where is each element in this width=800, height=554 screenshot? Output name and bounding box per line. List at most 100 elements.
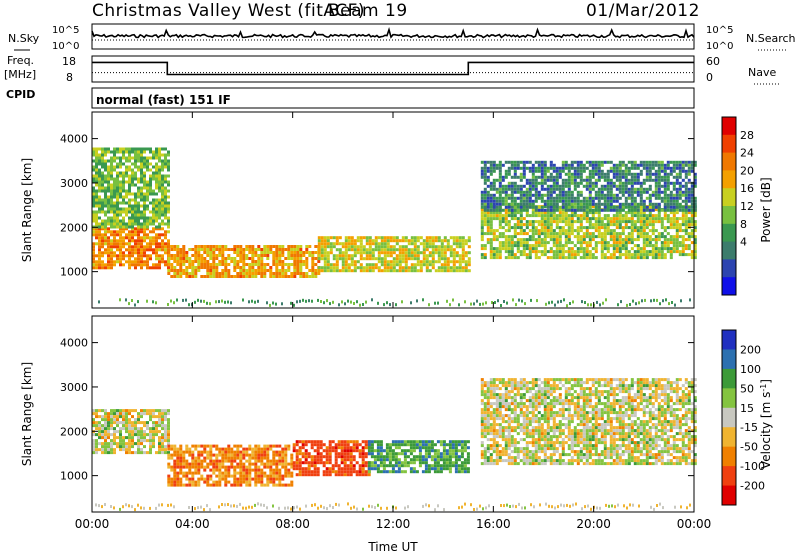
velocity-echo-cell xyxy=(125,415,128,419)
power-echo-cell xyxy=(594,202,598,206)
power-echo-cell xyxy=(558,217,562,221)
power-echo-cell xyxy=(497,299,499,303)
power-echo-cell xyxy=(522,175,526,179)
power-echo-cell xyxy=(299,248,303,251)
power-echo-cell xyxy=(519,178,523,182)
velocity-echo-cell xyxy=(191,471,195,475)
power-echo-cell xyxy=(498,172,502,176)
power-echo-cell xyxy=(606,244,610,248)
power-echo-cell xyxy=(573,169,577,173)
power-echo-cell xyxy=(224,248,228,251)
velocity-echo-cell xyxy=(248,471,252,475)
power-echo-cell xyxy=(525,166,529,170)
velocity-echo-cell xyxy=(355,443,359,447)
power-echo-cell xyxy=(624,205,628,209)
power-echo-cell xyxy=(513,223,517,227)
power-echo-cell xyxy=(434,239,438,243)
power-echo-cell xyxy=(128,156,131,160)
power-echo-cell xyxy=(639,199,643,203)
velocity-echo-cell xyxy=(92,418,95,422)
power-echo-cell xyxy=(501,184,505,188)
velocity-echo-cell xyxy=(119,430,122,434)
power-echo-cell xyxy=(588,211,592,215)
power-echo-cell xyxy=(389,236,393,240)
power-echo-cell xyxy=(567,232,571,236)
power-echo-cell xyxy=(125,159,128,163)
power-echo-cell xyxy=(543,229,547,233)
power-echo-cell xyxy=(596,300,598,304)
power-echo-cell xyxy=(440,239,444,243)
velocity-echo-cell xyxy=(158,415,161,419)
power-echo-cell xyxy=(458,269,462,273)
power-echo-cell xyxy=(585,208,589,212)
velocity-echo-cell xyxy=(215,462,219,466)
power-echo-cell xyxy=(155,201,158,205)
velocity-echo-cell xyxy=(313,458,317,462)
power-echo-cell xyxy=(567,241,571,245)
velocity-echo-cell xyxy=(242,471,246,475)
power-echo-cell xyxy=(167,260,171,263)
power-echo-cell xyxy=(513,208,517,212)
power-echo-cell xyxy=(125,233,128,237)
power-echo-cell xyxy=(528,178,532,182)
power-echo-cell xyxy=(104,239,107,243)
velocity-echo-cell xyxy=(239,480,243,484)
velocity-echo-cell xyxy=(316,458,320,462)
velocity-echo-cell xyxy=(275,471,279,475)
velocity-echo-cell xyxy=(239,465,243,469)
power-echo-cell xyxy=(678,202,682,206)
velocity-echo-cell xyxy=(257,459,261,463)
power-echo-cell xyxy=(621,226,625,230)
power-echo-cell xyxy=(492,256,496,260)
power-echo-cell xyxy=(501,178,505,182)
power-echo-cell xyxy=(618,241,622,245)
power-echo-cell xyxy=(365,254,369,258)
power-echo-cell xyxy=(618,172,622,176)
power-echo-cell xyxy=(555,238,559,242)
power-echo-cell xyxy=(281,275,285,278)
power-echo-cell xyxy=(281,245,285,248)
power-echo-cell xyxy=(320,248,324,252)
velocity-echo-cell xyxy=(328,440,332,444)
power-echo-cell xyxy=(107,260,110,264)
power-echo-cell xyxy=(543,214,547,218)
power-echo-cell xyxy=(687,217,691,221)
power-echo-cell xyxy=(549,235,553,239)
velocity-echo-cell xyxy=(304,443,308,447)
power-echo-cell xyxy=(660,175,664,179)
velocity-echo-cell xyxy=(206,456,210,460)
power-echo-cell xyxy=(681,178,685,182)
power-echo-cell xyxy=(116,230,119,234)
power-echo-cell xyxy=(374,257,378,261)
power-echo-cell xyxy=(504,193,508,197)
velocity-echo-cell xyxy=(269,462,273,466)
power-echo-cell xyxy=(492,160,496,164)
power-echo-cell xyxy=(642,232,646,236)
power-echo-cell xyxy=(104,174,107,178)
velocity-echo-cell xyxy=(164,427,167,431)
velocity-echo-cell xyxy=(295,464,299,468)
power-echo-cell xyxy=(609,232,613,236)
power-echo-cell xyxy=(140,245,143,249)
power-echo-cell xyxy=(561,229,565,233)
power-echo-cell xyxy=(413,269,417,273)
power-echo-cell xyxy=(179,251,183,254)
power-echo-cell xyxy=(452,263,456,267)
velocity-echo-cell xyxy=(128,433,131,437)
power-echo-cell xyxy=(645,238,649,242)
nsearch-tick-high: 10^5 xyxy=(706,25,733,36)
power-echo-cell xyxy=(498,166,502,170)
power-echo-cell xyxy=(489,181,493,185)
power-echo-cell xyxy=(341,257,345,261)
power-echo-cell xyxy=(549,196,553,200)
power-echo-cell xyxy=(579,166,583,170)
power-echo-cell xyxy=(422,245,426,249)
power-echo-cell xyxy=(507,238,511,242)
power-echo-cell xyxy=(107,180,110,184)
velocity-echo-cell xyxy=(197,468,201,472)
power-echo-cell xyxy=(290,257,294,260)
power-echo-cell xyxy=(233,269,237,272)
power-echo-cell xyxy=(95,198,98,202)
power-echo-cell xyxy=(125,260,128,264)
power-echo-cell xyxy=(422,251,426,255)
